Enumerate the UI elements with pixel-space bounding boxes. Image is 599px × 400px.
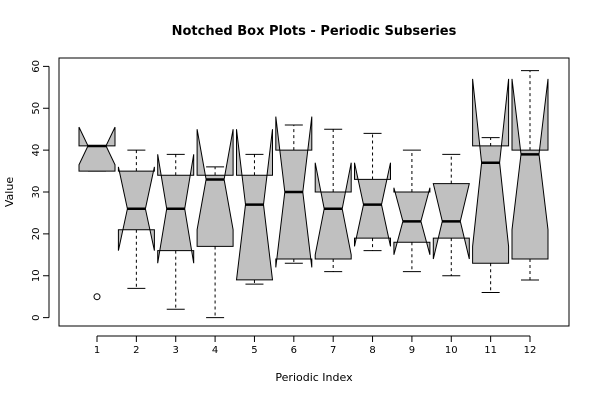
x-tick-label: 4 [212, 345, 218, 356]
box-1 [78, 126, 116, 301]
notched-box [511, 78, 549, 260]
x-axis: 1 2 3 4 5 6 7 8 9 10 11 12 [94, 335, 537, 356]
plot-frame [58, 57, 570, 327]
notched-box [196, 129, 234, 247]
y-tick-label: 50 [31, 102, 42, 115]
x-tick-label: 12 [524, 345, 537, 356]
outlier-point [93, 293, 101, 301]
chart-title: Notched Box Plots - Periodic Subseries [172, 24, 457, 39]
x-tick-label: 2 [133, 345, 139, 356]
box-7 [314, 128, 352, 273]
box-3 [157, 153, 195, 310]
notched-box [472, 78, 510, 264]
box-12 [511, 70, 549, 281]
x-tick-label: 8 [369, 345, 375, 356]
box-2 [117, 149, 155, 289]
x-tick-label: 6 [291, 345, 297, 356]
box-9 [393, 149, 431, 273]
x-tick-label: 1 [94, 345, 100, 356]
box-4 [196, 129, 234, 319]
x-tick-label: 11 [484, 345, 497, 356]
box-8 [354, 132, 391, 252]
notched-box [78, 126, 116, 172]
x-tick-label: 7 [330, 345, 336, 356]
y-tick-label: 40 [31, 144, 42, 157]
x-tick-label: 5 [251, 345, 257, 356]
x-axis-label: Periodic Index [275, 371, 353, 384]
box-5 [235, 129, 274, 285]
y-tick-label: 60 [31, 60, 42, 73]
y-tick-label: 30 [31, 186, 42, 199]
y-axis-label: Value [3, 177, 16, 207]
y-tick-label: 20 [31, 228, 42, 241]
x-tick-label: 3 [173, 345, 179, 356]
boxes-group [78, 70, 549, 319]
y-tick-label: 10 [31, 269, 42, 282]
y-axis: 0 10 20 30 40 50 60 [31, 60, 50, 321]
box-11 [472, 78, 510, 293]
box-10 [432, 153, 470, 277]
box-6 [275, 116, 313, 268]
x-tick-label: 10 [445, 345, 458, 356]
x-tick-label: 9 [409, 345, 415, 356]
notched-box [314, 162, 352, 260]
y-tick-label: 0 [31, 314, 42, 320]
